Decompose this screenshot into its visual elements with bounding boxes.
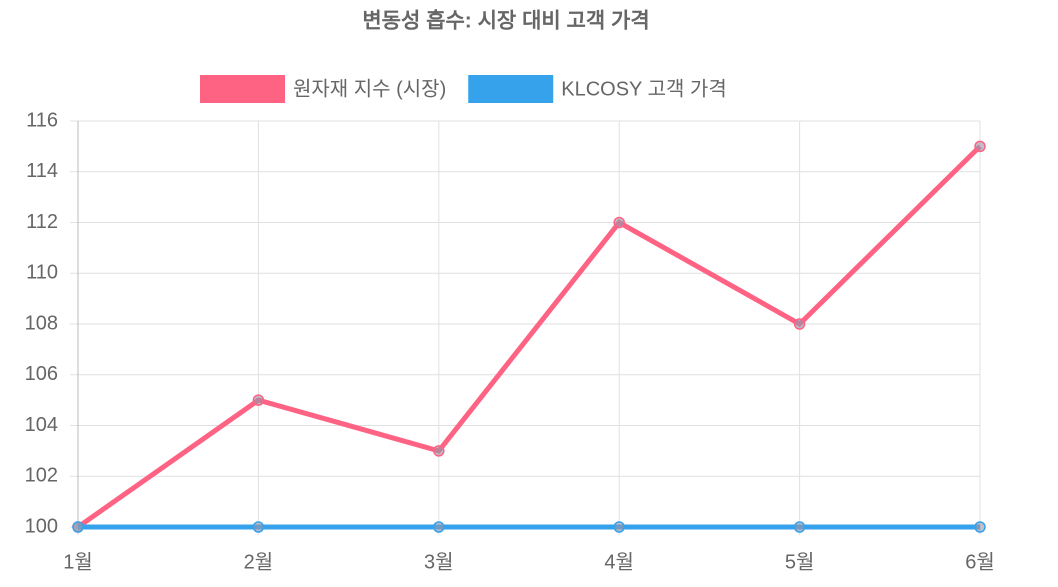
data-point [613, 521, 625, 533]
data-point [252, 521, 265, 533]
x-tick-label: 4월 [604, 550, 634, 573]
y-tick-label: 116 [26, 109, 58, 131]
x-tick-label: 2월 [244, 550, 274, 573]
data-point [433, 521, 445, 533]
data-point [974, 521, 986, 533]
legend-swatch [468, 75, 554, 103]
y-tick-label: 100 [25, 515, 58, 537]
legend-label: 원자재 지수 (시장) [293, 77, 446, 100]
chart-title: 변동성 흡수: 시장 대비 고객 가격 [362, 9, 649, 33]
data-point [433, 445, 445, 457]
legend-swatch [200, 75, 285, 103]
data-point [252, 394, 265, 406]
y-tick-label: 102 [25, 465, 58, 487]
series-line [76, 144, 982, 530]
data-point [974, 140, 986, 153]
y-tick-label: 112 [26, 211, 58, 233]
x-tick-label: 3월 [424, 550, 454, 573]
y-tick-label: 108 [25, 312, 58, 334]
y-tick-label: 104 [25, 414, 58, 436]
x-tick-label: 6월 [965, 550, 995, 573]
x-tick-label: 5월 [785, 550, 815, 573]
data-point [793, 318, 806, 330]
y-tick-label: 114 [26, 160, 58, 182]
data-point [72, 521, 84, 533]
legend-label: KLCOSY 고객 가격 [561, 77, 727, 100]
y-tick-label: 106 [25, 363, 58, 385]
x-tick-label: 1월 [63, 550, 93, 573]
data-point [793, 521, 806, 533]
data-point [613, 216, 625, 229]
y-tick-label: 110 [26, 262, 58, 284]
